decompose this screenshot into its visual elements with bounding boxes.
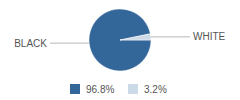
slice-label: WHITE xyxy=(193,31,226,42)
leader-line xyxy=(50,43,89,44)
legend-swatch xyxy=(128,84,138,94)
legend-swatch xyxy=(70,84,80,94)
legend-label: 96.8% xyxy=(86,84,114,95)
slice-label: BLACK xyxy=(14,38,47,49)
legend-label: 3.2% xyxy=(144,84,167,95)
leader-line xyxy=(151,36,190,37)
pie-slice xyxy=(120,34,151,40)
pie-slice xyxy=(89,9,151,71)
chart: BLACK WHITE 96.8% 3.2% xyxy=(0,0,240,100)
